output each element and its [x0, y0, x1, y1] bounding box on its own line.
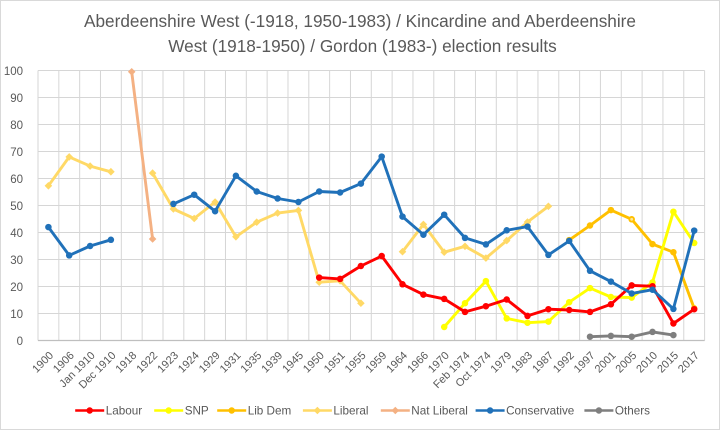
- svg-text:1945: 1945: [280, 350, 306, 376]
- svg-text:1924: 1924: [176, 350, 202, 376]
- svg-text:40: 40: [10, 228, 23, 240]
- svg-text:1939: 1939: [259, 350, 285, 376]
- svg-text:2005: 2005: [614, 350, 640, 376]
- svg-text:2001: 2001: [593, 350, 619, 376]
- svg-text:Nat Liberal: Nat Liberal: [411, 405, 468, 418]
- svg-text:1935: 1935: [239, 350, 265, 376]
- svg-text:50: 50: [10, 201, 23, 213]
- svg-text:1955: 1955: [343, 350, 369, 376]
- svg-text:1983: 1983: [509, 350, 535, 376]
- svg-text:1966: 1966: [405, 350, 431, 376]
- svg-text:20: 20: [10, 282, 23, 294]
- svg-text:90: 90: [10, 93, 23, 105]
- svg-text:Labour: Labour: [106, 405, 143, 418]
- svg-text:1929: 1929: [197, 350, 223, 376]
- svg-text:30: 30: [10, 255, 23, 267]
- svg-text:1964: 1964: [384, 350, 410, 376]
- svg-text:1959: 1959: [364, 350, 390, 376]
- svg-text:Others: Others: [615, 405, 650, 418]
- svg-text:80: 80: [10, 120, 23, 132]
- svg-text:100: 100: [4, 66, 23, 78]
- svg-text:1950: 1950: [301, 350, 327, 376]
- svg-text:1992: 1992: [551, 350, 577, 376]
- svg-text:Conservative: Conservative: [506, 405, 574, 418]
- svg-text:West (1918-1950) / Gordon (198: West (1918-1950) / Gordon (1983-) electi…: [168, 36, 557, 56]
- svg-text:0: 0: [17, 336, 23, 348]
- svg-text:Lib Dem: Lib Dem: [248, 405, 292, 418]
- svg-text:Aberdeenshire West (-1918, 195: Aberdeenshire West (-1918, 1950-1983) / …: [84, 11, 636, 31]
- svg-text:1931: 1931: [218, 350, 244, 376]
- svg-text:60: 60: [10, 174, 23, 186]
- svg-text:1987: 1987: [530, 350, 556, 376]
- svg-text:1922: 1922: [134, 350, 160, 376]
- svg-text:10: 10: [10, 309, 23, 321]
- svg-text:2015: 2015: [655, 350, 681, 376]
- svg-text:1951: 1951: [322, 350, 348, 376]
- svg-text:1979: 1979: [489, 350, 515, 376]
- svg-text:1900: 1900: [30, 350, 56, 376]
- svg-text:SNP: SNP: [185, 405, 209, 418]
- svg-text:2017: 2017: [676, 350, 702, 376]
- svg-text:Liberal: Liberal: [333, 405, 368, 418]
- svg-text:1918: 1918: [114, 350, 140, 376]
- svg-text:2010: 2010: [634, 350, 660, 376]
- svg-text:1997: 1997: [572, 350, 598, 376]
- svg-text:70: 70: [10, 147, 23, 159]
- svg-text:1923: 1923: [155, 350, 181, 376]
